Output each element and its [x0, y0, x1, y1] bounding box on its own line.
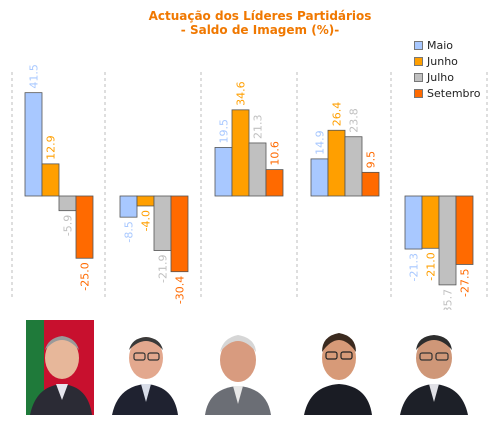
legend-swatch-setembro	[414, 88, 423, 98]
bar-value-label: 10.6	[269, 141, 282, 166]
legend-item-julho: Julho	[414, 69, 481, 85]
bar-value-label: 34.6	[235, 81, 248, 106]
bar-value-label: -21.9	[157, 255, 170, 283]
legend-label-setembro: Setembro	[427, 86, 481, 100]
leader-photo-3	[203, 320, 271, 415]
bar-maio-3	[214, 147, 233, 197]
leader-photo-2	[110, 320, 178, 415]
bar-value-label: 41.5	[28, 64, 41, 89]
leader-photo-5	[400, 320, 468, 415]
bar-value-label: -27.5	[459, 268, 472, 296]
bar-value-label: -35.7	[442, 289, 455, 310]
legend-item-junho: Junho	[414, 53, 481, 69]
bar-value-label: -25.0	[79, 262, 92, 290]
bar-value-label: 9.5	[365, 151, 378, 169]
legend-label-julho: Julho	[427, 70, 454, 84]
legend-label-maio: Maio	[427, 38, 454, 52]
bar-maio-2	[119, 195, 138, 218]
legend-swatch-maio	[414, 40, 423, 50]
bar-value-label: -5.9	[62, 215, 75, 236]
legend-swatch-junho	[414, 56, 423, 66]
bar-value-label: -4.0	[140, 210, 153, 231]
bar-setembro-1	[75, 195, 94, 259]
bar-junho-4	[327, 129, 346, 197]
chart-title: Actuação dos Líderes Partidários	[148, 9, 372, 23]
bar-julho-3	[248, 142, 267, 197]
bar-junho-2	[136, 195, 155, 207]
bar-setembro-4	[361, 171, 380, 197]
bar-value-label: 23.8	[348, 108, 361, 133]
legend-label-junho: Junho	[427, 54, 458, 68]
legend-item-maio: Maio	[414, 37, 481, 53]
bar-julho-4	[344, 136, 363, 197]
bar-setembro-3	[265, 169, 284, 197]
bar-junho-5	[421, 195, 440, 249]
bar-value-label: 14.9	[314, 130, 327, 155]
bar-value-label: 12.9	[45, 135, 58, 160]
chart-subtitle: - Saldo de Imagem (%)-	[180, 23, 340, 37]
legend-item-setembro: Setembro	[414, 85, 481, 101]
leader-photo-4	[304, 320, 372, 415]
bar-value-label: -21.3	[408, 253, 421, 281]
bar-value-label: -30.4	[174, 276, 187, 304]
bar-value-label: 21.3	[252, 114, 265, 139]
bar-maio-4	[310, 158, 329, 197]
bar-junho-3	[231, 109, 250, 197]
bar-value-label: 26.4	[331, 102, 344, 127]
bar-value-label: -8.5	[123, 221, 136, 242]
bar-chart: 41.5 -8.5 19.5 14.9 -21.3 12.9 -4.0 34.6 26.4 -21…	[11, 64, 488, 310]
bar-maio-1	[24, 92, 43, 197]
leader-photo-1	[26, 320, 94, 415]
bar-setembro-2	[170, 195, 189, 273]
chart-legend: Maio Junho Julho Setembro	[414, 37, 481, 101]
legend-swatch-julho	[414, 72, 423, 82]
bar-junho-1	[41, 163, 60, 197]
bar-value-label: -21.0	[425, 252, 438, 280]
bar-julho-1	[58, 195, 77, 212]
bar-julho-5	[438, 195, 457, 286]
bar-maio-5	[404, 195, 423, 250]
bar-setembro-5	[455, 195, 474, 265]
bar-julho-2	[153, 195, 172, 251]
bar-value-label: 19.5	[218, 119, 231, 144]
